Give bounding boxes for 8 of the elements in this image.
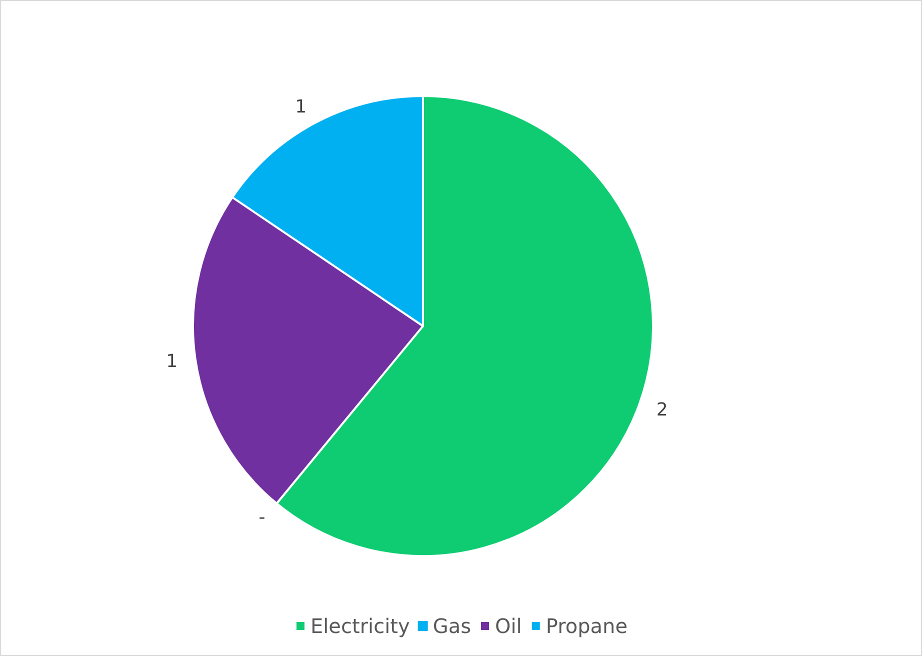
data-label: 2 <box>656 399 668 420</box>
text: - <box>258 506 266 528</box>
legend-label: Propane <box>546 614 628 638</box>
data-label: 1 <box>166 351 178 372</box>
legend-label: Gas <box>432 614 472 638</box>
legend-label: Oil <box>495 614 522 638</box>
legend-label: Electricity <box>310 614 410 638</box>
data-label: 1 <box>295 96 307 118</box>
